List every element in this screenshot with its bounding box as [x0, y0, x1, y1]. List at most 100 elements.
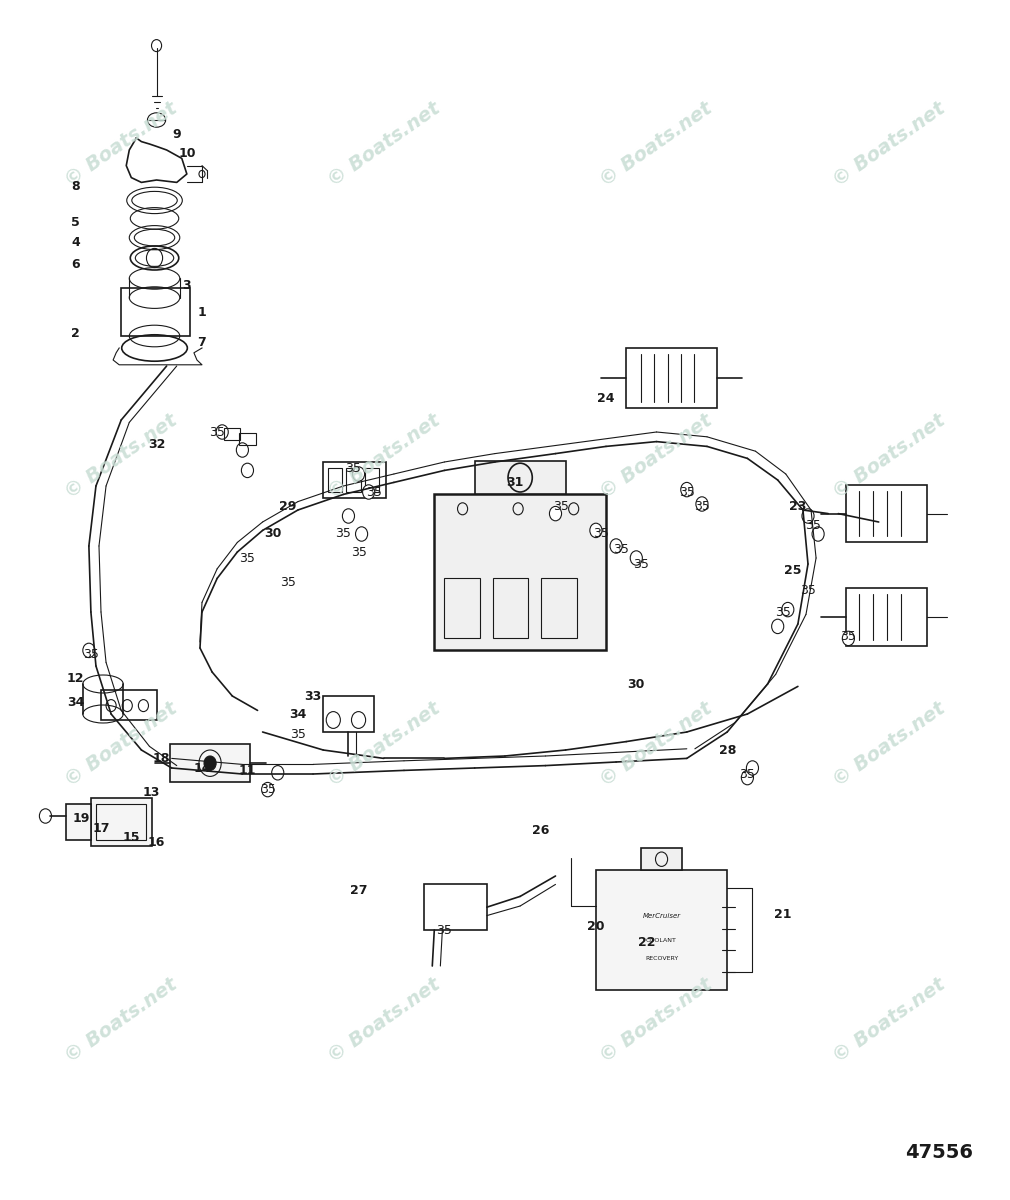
Text: © Boats.net: © Boats.net [829, 698, 948, 790]
Text: © Boats.net: © Boats.net [829, 410, 948, 502]
Text: 35: 35 [345, 462, 362, 474]
Circle shape [241, 463, 254, 478]
Text: © Boats.net: © Boats.net [324, 410, 443, 502]
Text: 23: 23 [789, 500, 807, 512]
Bar [323, 462, 386, 498]
Text: 35: 35 [335, 528, 351, 540]
Bar [434, 494, 606, 650]
Circle shape [842, 631, 854, 646]
Text: 25: 25 [784, 564, 802, 576]
Bar [170, 744, 250, 782]
Text: © Boats.net: © Boats.net [324, 98, 443, 190]
Text: © Boats.net: © Boats.net [597, 98, 716, 190]
Text: 7: 7 [198, 336, 206, 348]
Text: 35: 35 [209, 426, 225, 438]
Text: 34: 34 [67, 696, 85, 708]
Circle shape [630, 551, 642, 565]
Text: © Boats.net: © Boats.net [597, 698, 716, 790]
Text: 33: 33 [304, 690, 322, 702]
Text: 4: 4 [72, 236, 80, 248]
Text: 5: 5 [72, 216, 80, 228]
Bar [424, 884, 487, 930]
Text: 20: 20 [587, 920, 605, 932]
Text: 35: 35 [83, 648, 99, 660]
Text: 35: 35 [613, 544, 629, 556]
Bar [91, 798, 152, 846]
Bar [541, 578, 577, 638]
Text: © Boats.net: © Boats.net [324, 974, 443, 1066]
Text: 8: 8 [72, 180, 80, 192]
Text: 35: 35 [552, 500, 569, 512]
Circle shape [363, 485, 375, 499]
Text: 27: 27 [349, 884, 368, 896]
Text: © Boats.net: © Boats.net [829, 98, 948, 190]
Text: 47556: 47556 [905, 1142, 974, 1162]
Circle shape [696, 497, 708, 511]
Text: 11: 11 [238, 764, 257, 776]
Circle shape [204, 756, 216, 770]
Text: 35: 35 [290, 728, 306, 740]
Text: 35: 35 [679, 486, 695, 498]
Circle shape [83, 643, 95, 658]
Circle shape [802, 509, 814, 523]
Circle shape [262, 782, 274, 797]
Text: 35: 35 [739, 768, 755, 780]
Text: 35: 35 [694, 500, 710, 512]
Bar [626, 348, 717, 408]
Text: © Boats.net: © Boats.net [324, 698, 443, 790]
Text: 35: 35 [436, 924, 452, 936]
Bar [475, 461, 566, 494]
Text: © Boats.net: © Boats.net [829, 974, 948, 1066]
Bar [846, 485, 927, 542]
Circle shape [549, 506, 562, 521]
Text: 28: 28 [718, 744, 736, 756]
Circle shape [590, 523, 602, 538]
Circle shape [741, 770, 753, 785]
Text: © Boats.net: © Boats.net [62, 698, 181, 790]
Bar [101, 690, 157, 720]
Circle shape [812, 527, 824, 541]
Text: 1: 1 [198, 306, 206, 318]
Circle shape [772, 619, 784, 634]
Bar [596, 870, 727, 990]
Circle shape [216, 425, 228, 439]
Circle shape [356, 527, 368, 541]
Text: © Boats.net: © Boats.net [597, 410, 716, 502]
Text: 24: 24 [597, 392, 615, 404]
Text: 22: 22 [637, 936, 655, 948]
Text: 29: 29 [279, 500, 297, 512]
Text: 17: 17 [92, 822, 110, 834]
Bar [493, 578, 528, 638]
Text: 30: 30 [264, 528, 282, 540]
Circle shape [236, 443, 248, 457]
Circle shape [782, 602, 794, 617]
Text: 2: 2 [72, 328, 80, 340]
Bar [328, 468, 342, 492]
Text: 34: 34 [289, 708, 307, 720]
Text: 35: 35 [840, 630, 856, 642]
Bar [641, 848, 682, 870]
Text: 35: 35 [260, 784, 276, 796]
Text: 26: 26 [531, 824, 549, 836]
Bar [346, 468, 361, 492]
Bar [846, 588, 927, 646]
Text: 35: 35 [366, 486, 382, 498]
Text: 32: 32 [147, 438, 166, 450]
Text: 3: 3 [183, 280, 191, 292]
Text: 14: 14 [193, 762, 211, 774]
Bar [239, 433, 256, 445]
Text: 35: 35 [350, 546, 367, 558]
Bar [96, 804, 146, 840]
Text: 6: 6 [72, 258, 80, 270]
Text: 12: 12 [67, 672, 85, 684]
Text: 35: 35 [633, 558, 649, 570]
Bar [365, 468, 379, 492]
Text: 35: 35 [280, 576, 296, 588]
Text: 35: 35 [775, 606, 791, 618]
Bar [66, 804, 91, 840]
Text: RECOVERY: RECOVERY [645, 956, 678, 961]
Bar [323, 696, 374, 732]
Bar [224, 428, 240, 440]
Text: 18: 18 [153, 752, 171, 764]
Bar [121, 288, 190, 336]
